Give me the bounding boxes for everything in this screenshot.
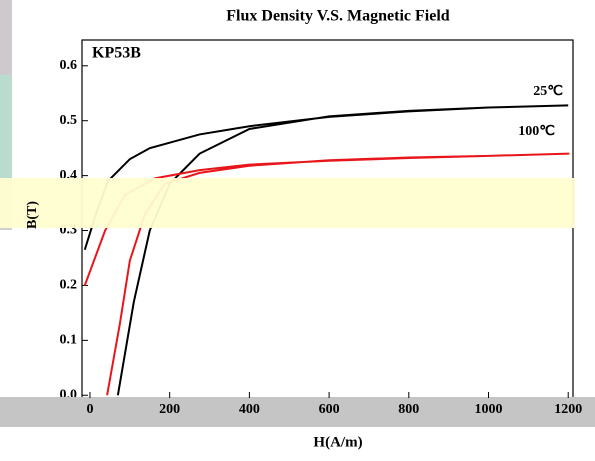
annotation: KP53B: [92, 45, 141, 62]
x-tick-label: 600: [319, 402, 340, 417]
x-tick-label: 0: [86, 402, 93, 417]
chart-title: Flux Density V.S. Magnetic Field: [226, 8, 450, 25]
x-tick-label: 1000: [475, 402, 503, 417]
series-label: 100℃: [518, 124, 555, 139]
side-panel: [0, 0, 12, 75]
x-tick-label: 800: [398, 402, 419, 417]
x-tick-label: 1200: [554, 402, 582, 417]
y-axis-label: B(T): [25, 201, 40, 229]
y-tick-label: 0.5: [60, 113, 78, 128]
y-tick-label: 0.1: [60, 333, 78, 348]
overlay-bar: [0, 397, 595, 427]
side-panel: [0, 75, 12, 185]
series-label: 25℃: [533, 84, 563, 99]
x-tick-label: 200: [159, 402, 180, 417]
y-tick-label: 0.6: [60, 58, 78, 73]
y-tick-label: 0.2: [60, 278, 78, 293]
x-axis-label: H(A/m): [313, 434, 362, 450]
data-line: [83, 104, 569, 396]
x-tick-label: 400: [239, 402, 260, 417]
overlay-banner: [0, 178, 575, 228]
